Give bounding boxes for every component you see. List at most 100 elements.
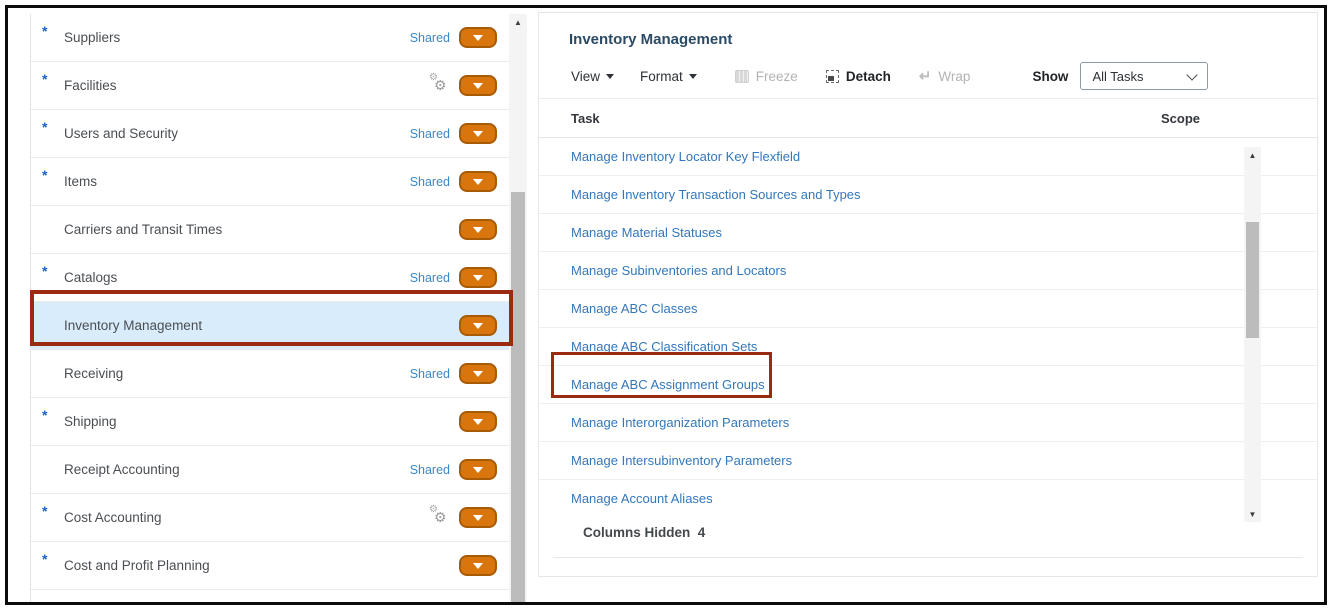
functional-area-receiving[interactable]: Receiving Shared	[31, 350, 511, 398]
required-asterisk: *	[42, 167, 48, 183]
task-link[interactable]: Manage Account Aliases	[571, 491, 713, 506]
task-link[interactable]: Manage Interorganization Parameters	[571, 415, 790, 430]
task-row-manage-intersubinventory-parameters: Manage Intersubinventory Parameters	[539, 442, 1317, 480]
functional-area-inventory-management[interactable]: Inventory Management	[31, 302, 511, 350]
task-link[interactable]: Manage ABC Classification Sets	[571, 339, 758, 354]
chevron-down-icon	[473, 130, 483, 137]
chevron-down-icon	[473, 82, 483, 89]
actions-dropdown-button[interactable]	[459, 219, 497, 240]
task-row-manage-material-statuses: Manage Material Statuses	[539, 214, 1317, 252]
chevron-down-icon	[473, 322, 483, 329]
task-row-manage-account-aliases: Manage Account Aliases	[539, 480, 1317, 513]
show-tasks-select[interactable]: All Tasks	[1080, 62, 1209, 90]
format-menu-button[interactable]: Format	[640, 69, 697, 84]
required-asterisk: *	[42, 407, 48, 423]
required-asterisk: *	[42, 551, 48, 567]
task-row-manage-subinventories-and-locators: Manage Subinventories and Locators	[539, 252, 1317, 290]
actions-dropdown-button[interactable]	[459, 363, 497, 384]
task-row-manage-abc-classes: Manage ABC Classes	[539, 290, 1317, 328]
chevron-down-icon	[473, 226, 483, 233]
task-link[interactable]: Manage Subinventories and Locators	[571, 263, 787, 278]
shared-link[interactable]: Shared	[409, 270, 450, 285]
setup-gears-icon: ⚙ ⚙	[429, 71, 447, 93]
actions-dropdown-button[interactable]	[459, 27, 497, 48]
functional-area-label: Receiving	[64, 366, 124, 381]
actions-dropdown-button[interactable]	[459, 123, 497, 144]
functional-area-label: Inventory Management	[64, 318, 203, 333]
scroll-up-icon[interactable]: ▲	[1248, 150, 1257, 160]
actions-dropdown-button[interactable]	[459, 75, 497, 96]
functional-area-label: Users and Security	[64, 126, 179, 141]
required-asterisk: *	[42, 23, 48, 39]
functional-area-label: Carriers and Transit Times	[64, 222, 223, 237]
functional-area-suppliers[interactable]: * Suppliers Shared	[31, 14, 511, 62]
functional-area-items[interactable]: * Items Shared	[31, 158, 511, 206]
chevron-down-icon	[473, 562, 483, 569]
actions-dropdown-button[interactable]	[459, 315, 497, 336]
functional-area-receipt-accounting[interactable]: Receipt Accounting Shared	[31, 446, 511, 494]
shared-link[interactable]: Shared	[409, 30, 450, 45]
actions-dropdown-button[interactable]	[459, 411, 497, 432]
detach-button[interactable]: Detach	[825, 69, 891, 84]
scroll-up-icon[interactable]: ▲	[514, 17, 522, 27]
table-header-row: Task Scope	[539, 99, 1317, 138]
functional-area-shipping[interactable]: * Shipping	[31, 398, 511, 446]
functional-area-label: Cost and Profit Planning	[64, 558, 210, 573]
panel-footer: Columns Hidden 4	[539, 513, 1317, 565]
freeze-icon	[734, 69, 749, 83]
view-menu-button[interactable]: View	[571, 68, 615, 84]
shared-link[interactable]: Shared	[409, 366, 450, 381]
task-row-manage-abc-assignment-groups: Manage ABC Assignment Groups	[539, 366, 1317, 404]
functional-area-facilities[interactable]: * Facilities ⚙ ⚙	[31, 62, 511, 110]
task-list: Manage Inventory Locator Key Flexfield M…	[539, 138, 1317, 513]
scroll-down-icon[interactable]: ▼	[1248, 509, 1257, 519]
setup-gears-icon: ⚙ ⚙	[429, 503, 447, 525]
functional-area-cost-accounting[interactable]: * Cost Accounting ⚙ ⚙	[31, 494, 511, 542]
task-link[interactable]: Manage ABC Assignment Groups	[571, 377, 765, 392]
task-row-manage-inventory-locator-key-flexfield: Manage Inventory Locator Key Flexfield	[539, 138, 1317, 176]
functional-area-cost-and-profit-planning[interactable]: * Cost and Profit Planning	[31, 542, 511, 590]
tasks-panel: Inventory Management View Format Freeze	[538, 12, 1318, 577]
chevron-down-icon	[473, 514, 483, 521]
freeze-label: Freeze	[755, 68, 798, 84]
functional-area-label: Facilities	[64, 78, 117, 93]
shared-link[interactable]: Shared	[409, 462, 450, 477]
functional-area-carriers-and-transit-times[interactable]: Carriers and Transit Times	[31, 206, 511, 254]
task-link[interactable]: Manage Material Statuses	[571, 225, 723, 240]
task-scrollbar[interactable]: ▲ ▼	[1244, 147, 1261, 522]
panel-title: Inventory Management	[569, 31, 733, 48]
caret-down-icon	[688, 73, 697, 79]
screenshot-border-frame: * Suppliers Shared * Facilities ⚙ ⚙ * Use…	[5, 5, 1327, 605]
functional-area-catalogs[interactable]: * Catalogs Shared	[31, 254, 511, 302]
chevron-down-icon	[473, 370, 483, 377]
actions-dropdown-button[interactable]	[459, 555, 497, 576]
task-scrollbar-thumb[interactable]	[1246, 222, 1259, 338]
functional-area-users-and-security[interactable]: * Users and Security Shared	[31, 110, 511, 158]
actions-dropdown-button[interactable]	[459, 459, 497, 480]
actions-dropdown-button[interactable]	[459, 267, 497, 288]
show-label: Show	[1032, 68, 1069, 84]
left-scrollbar-thumb[interactable]	[511, 192, 525, 602]
chevron-down-icon	[473, 418, 483, 425]
actions-dropdown-button[interactable]	[459, 507, 497, 528]
task-row-manage-abc-classification-sets: Manage ABC Classification Sets	[539, 328, 1317, 366]
task-row-manage-interorganization-parameters: Manage Interorganization Parameters	[539, 404, 1317, 442]
left-scrollbar[interactable]: ▲	[509, 14, 527, 602]
functional-area-label: Catalogs	[64, 270, 118, 285]
shared-link[interactable]: Shared	[409, 126, 450, 141]
task-row-manage-inventory-transaction-sources-and-types: Manage Inventory Transaction Sources and…	[539, 176, 1317, 214]
task-link[interactable]: Manage Inventory Locator Key Flexfield	[571, 149, 801, 164]
wrap-label: Wrap	[938, 68, 971, 84]
task-link[interactable]: Manage ABC Classes	[571, 301, 698, 316]
view-menu-label: View	[571, 68, 601, 84]
shared-link[interactable]: Shared	[409, 174, 450, 189]
functional-areas-panel: * Suppliers Shared * Facilities ⚙ ⚙ * Use…	[30, 14, 511, 602]
actions-dropdown-button[interactable]	[459, 171, 497, 192]
show-selected-value: All Tasks	[1092, 68, 1144, 84]
task-link[interactable]: Manage Intersubinventory Parameters	[571, 453, 793, 468]
functional-area-supply-chain-orchestration[interactable]: Supply Chain Orchestration	[31, 590, 511, 602]
task-column-header: Task	[571, 111, 600, 126]
task-toolbar: View Format Freeze Detach	[539, 54, 1317, 99]
chevron-down-icon	[473, 466, 483, 473]
task-link[interactable]: Manage Inventory Transaction Sources and…	[571, 187, 861, 202]
